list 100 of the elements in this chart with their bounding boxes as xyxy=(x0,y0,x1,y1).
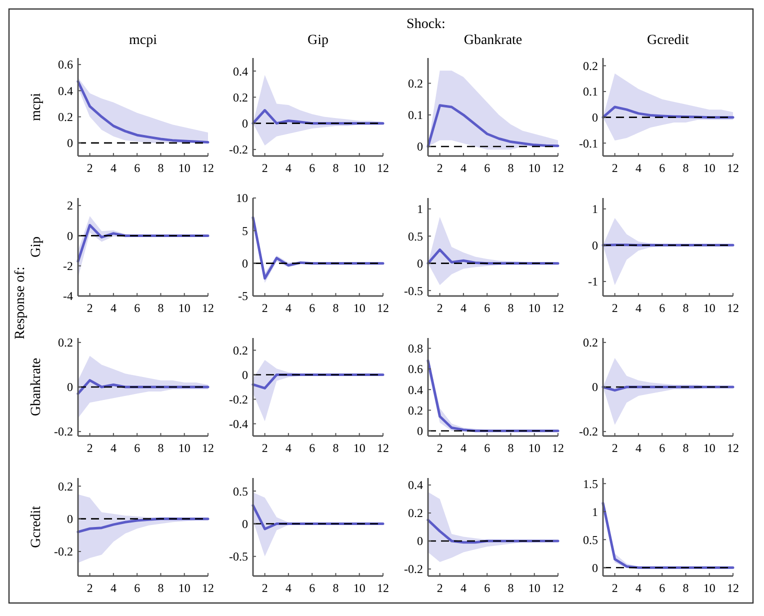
x-tick-label: 4 xyxy=(460,441,466,455)
x-tick-label: 6 xyxy=(659,581,666,595)
x-tick-label: 10 xyxy=(703,581,716,595)
x-tick-label: 10 xyxy=(178,161,190,175)
x-tick-label: 12 xyxy=(202,161,214,175)
y-tick-label: 0.6 xyxy=(58,58,73,72)
x-tick-label: 12 xyxy=(552,161,564,175)
x-tick-label: 2 xyxy=(86,581,93,595)
x-tick-label: 8 xyxy=(158,301,164,315)
x-tick-label: 6 xyxy=(484,441,490,455)
x-tick-label: 10 xyxy=(178,581,190,595)
y-tick-label: 0 xyxy=(592,560,598,575)
x-tick-label: 2 xyxy=(436,581,443,595)
x-tick-label: 4 xyxy=(110,301,116,315)
x-tick-label: 12 xyxy=(202,581,214,595)
x-tick-label: 10 xyxy=(178,441,190,455)
y-tick-label: 0 xyxy=(67,136,73,150)
x-tick-label: 6 xyxy=(309,441,316,455)
y-tick-label: 0 xyxy=(242,516,248,531)
y-tick-label: 2 xyxy=(67,198,73,213)
x-tick-label: 12 xyxy=(377,301,389,315)
x-tick-label: 10 xyxy=(528,581,540,595)
y-tick-label: 0.2 xyxy=(408,76,423,90)
y-tick-label: 0 xyxy=(417,256,423,271)
x-tick-label: 10 xyxy=(178,301,190,315)
y-tick-label: 0.4 xyxy=(408,382,423,397)
x-tick-label: 6 xyxy=(484,581,490,595)
y-tick-label: 0.2 xyxy=(58,110,73,124)
y-tick-label: 0.5 xyxy=(233,484,248,498)
x-tick-label: 12 xyxy=(377,161,389,175)
x-tick-label: 8 xyxy=(158,581,164,595)
x-tick-label: 2 xyxy=(612,581,618,595)
y-tick-label: -0.4 xyxy=(229,416,248,431)
y-axis-title: mcpi xyxy=(29,92,44,121)
x-tick-label: 2 xyxy=(436,301,443,315)
x-tick-label: 6 xyxy=(309,161,316,175)
x-tick-label: 4 xyxy=(460,161,466,175)
y-tick-label: -0.2 xyxy=(404,562,423,576)
y-tick-label: 10 xyxy=(236,191,248,206)
x-tick-label: 6 xyxy=(659,441,666,455)
x-tick-label: 8 xyxy=(682,441,689,455)
x-tick-label: 2 xyxy=(262,301,268,315)
y-axis-title: Gbankrate xyxy=(29,358,44,416)
y-tick-label: -0.5 xyxy=(229,550,248,564)
x-tick-label: 2 xyxy=(612,301,618,315)
x-tick-label: 4 xyxy=(110,161,116,175)
x-tick-label: 2 xyxy=(262,581,268,595)
y-tick-label: -0.2 xyxy=(54,424,73,439)
x-tick-label: 10 xyxy=(703,161,716,175)
y-tick-label: 0.2 xyxy=(408,506,423,520)
x-tick-label: 10 xyxy=(353,161,366,175)
x-tick-label: 12 xyxy=(552,301,564,315)
x-tick-label: 12 xyxy=(552,581,564,595)
y-tick-label: 0 xyxy=(67,228,73,243)
x-tick-label: 10 xyxy=(528,161,540,175)
y-tick-label: 0.2 xyxy=(58,336,73,350)
x-tick-label: 12 xyxy=(727,441,739,455)
x-tick-label: 12 xyxy=(202,301,214,315)
y-tick-label: 0.5 xyxy=(583,532,598,547)
x-tick-label: 8 xyxy=(332,441,339,455)
y-tick-label: 0 xyxy=(67,512,73,526)
y-tick-label: 0.2 xyxy=(233,90,248,104)
x-tick-label: 12 xyxy=(377,441,389,455)
x-tick-label: 6 xyxy=(484,301,490,315)
x-tick-label: 10 xyxy=(703,301,716,315)
x-tick-label: 10 xyxy=(528,301,540,315)
y-tick-label: 0.1 xyxy=(408,108,423,122)
x-tick-label: 4 xyxy=(285,581,292,595)
x-tick-label: 4 xyxy=(110,441,116,455)
x-tick-label: 12 xyxy=(727,301,739,315)
x-tick-label: 2 xyxy=(262,161,268,175)
x-tick-label: 2 xyxy=(436,441,443,455)
x-tick-label: 12 xyxy=(202,441,214,455)
x-tick-label: 4 xyxy=(460,301,466,315)
x-tick-label: 2 xyxy=(86,441,93,455)
x-tick-label: 4 xyxy=(285,441,292,455)
x-tick-label: 6 xyxy=(659,161,666,175)
y-tick-label: -5 xyxy=(238,289,248,304)
y-tick-label: 0 xyxy=(242,256,248,271)
x-tick-label: 8 xyxy=(682,161,689,175)
chart-title: mcpi xyxy=(129,33,158,48)
x-tick-label: 6 xyxy=(134,581,140,595)
x-tick-label: 12 xyxy=(377,581,389,595)
x-tick-label: 10 xyxy=(528,441,540,455)
x-tick-label: 4 xyxy=(635,581,642,595)
chart-title: Gcredit xyxy=(647,33,690,48)
x-tick-label: 6 xyxy=(134,441,140,455)
x-tick-label: 2 xyxy=(612,441,618,455)
x-tick-label: 2 xyxy=(612,161,618,175)
x-tick-label: 2 xyxy=(86,161,93,175)
y-tick-label: 1.5 xyxy=(583,476,598,491)
y-tick-label: -4 xyxy=(63,289,73,304)
x-tick-label: 8 xyxy=(332,301,339,315)
y-tick-label: 0 xyxy=(592,238,598,252)
text: Response of: xyxy=(13,266,28,340)
y-tick-label: -0.2 xyxy=(579,424,598,439)
x-tick-label: 8 xyxy=(508,581,514,595)
x-tick-label: 8 xyxy=(158,161,164,175)
x-tick-label: 8 xyxy=(682,301,689,315)
x-tick-label: 2 xyxy=(86,301,93,315)
